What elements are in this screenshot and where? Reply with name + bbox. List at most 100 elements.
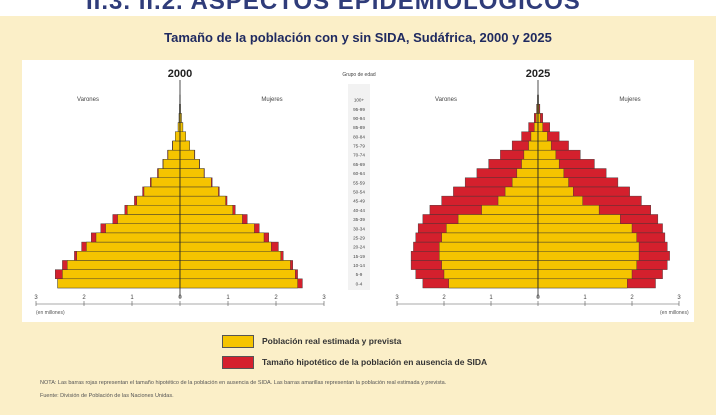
panel-2025-male-real-bar [457, 214, 539, 224]
panel-2000-female-real-bar [179, 278, 298, 289]
legend-swatch-real [222, 334, 254, 348]
panel-2000-male-real-bar [158, 168, 181, 178]
panel-2025-female-real-bar [537, 168, 565, 178]
panel-2025-x-tick-label: 2 [630, 295, 634, 301]
panel-2000-female-real-bar [179, 122, 184, 132]
section-heading-text: II.3. II.2. ASPECTOS EPIDEMIOLÓGICOS [86, 0, 581, 15]
panel-2025-female-real-bar [537, 251, 640, 261]
unit-label-left: (en millones) [36, 310, 65, 316]
panel-2025-year-label: 2025 [526, 68, 550, 80]
panel-2025-male-real-bar [446, 223, 539, 234]
panel-2025-female-real-bar [537, 149, 557, 160]
chart-title: Tamaño de la población con y sin SIDA, S… [164, 30, 552, 45]
panel-2000-male-real-bar [76, 251, 181, 261]
age-group-label: 70-74 [353, 153, 365, 158]
panel-2000-female-real-bar [179, 205, 233, 215]
legend-label-nosida: Tamaño hipotético de la población en aus… [262, 357, 488, 367]
panel-2000-male-real-bar [86, 241, 181, 252]
panel-2000-x-tick-label: 0 [178, 295, 182, 301]
panel-2025-male-real-bar [439, 241, 539, 252]
panel-2000-male-real-bar [117, 214, 181, 224]
panel-2000-female-real-bar [179, 269, 296, 280]
age-group-label: 40-44 [353, 208, 365, 213]
panel-2025-male-real-bar [441, 260, 539, 270]
panel-2000-female-real-bar [179, 168, 205, 178]
panel-2025-male-real-bar [443, 269, 539, 280]
panel-2025-male-real-bar [521, 159, 539, 169]
age-group-label: 15-19 [353, 254, 365, 259]
panel-2000-female-real-bar [179, 149, 195, 160]
panel-2025-male-real-bar [516, 168, 539, 178]
panel-2000-female-real-bar [179, 241, 272, 252]
panel-2025-x-tick-label: 2 [442, 295, 446, 301]
panel-2025-female-real-bar [537, 122, 543, 132]
age-group-label: 5-9 [356, 272, 363, 277]
panel-2000-male-real-bar [62, 269, 181, 280]
panel-2025-female-real-bar [537, 159, 560, 169]
panel-2000-female-real-bar [179, 214, 243, 224]
panel-2025-female-real-bar [537, 269, 633, 280]
age-group-label: 100+ [354, 98, 365, 103]
panel-2000-x-tick-label: 3 [34, 295, 38, 301]
age-group-label: 30-34 [353, 226, 365, 231]
panel-2000-female-real-bar [179, 260, 291, 270]
panel-2025-male-real-bar [497, 195, 539, 206]
chart-note: NOTA: Las barras rojas representan el ta… [40, 380, 447, 386]
panel-2000-female-real-bar [179, 251, 282, 261]
panel-2000-male-real-bar [174, 131, 181, 142]
panel-2025-male-real-bar [504, 186, 539, 197]
age-group-label: 0-4 [356, 281, 363, 286]
panel-2025-x-tick-label: 0 [536, 295, 540, 301]
legend: Población real estimada y prevista Tamañ… [222, 332, 487, 374]
panel-2025-male-real-bar [511, 177, 539, 188]
panel-2000-female-real-bar [179, 223, 255, 234]
panel-2025-male-real-bar [481, 205, 539, 215]
panel-2000-year-label: 2000 [168, 68, 192, 80]
panel-2000-male-real-bar [105, 223, 181, 234]
panel-2000-male-real-bar [95, 232, 181, 243]
panel-2025-female-real-bar [537, 131, 548, 142]
panel-2025-female-real-bar [537, 177, 569, 188]
age-labels-band [348, 84, 370, 290]
panel-2000-male-real-bar [143, 186, 181, 197]
age-group-label: 50-54 [353, 190, 365, 195]
legend-swatch-nosida [222, 355, 254, 369]
panel-2000-female-real-bar [179, 159, 200, 169]
panel-2025-female-real-bar [537, 214, 621, 224]
panel-2025-female-real-bar [537, 186, 574, 197]
panel-2025-female-label: Mujeres [619, 97, 640, 103]
panel-2025-male-real-bar [439, 251, 539, 261]
panel-2025-male-real-bar [441, 232, 539, 243]
age-group-label: 35-39 [353, 217, 365, 222]
panel-2025-male-real-bar [534, 122, 539, 132]
panel-2025-x-tick-label: 3 [677, 295, 681, 301]
panel-2000-female-real-bar [179, 232, 265, 243]
panel-2000-male-real-bar [136, 195, 181, 206]
panel-2000-male-real-bar [126, 205, 181, 215]
panel-2025-x-tick-label: 1 [489, 295, 493, 301]
legend-item-nosida: Tamaño hipotético de la población en aus… [222, 353, 487, 371]
panel-2000-x-tick-label: 1 [130, 295, 134, 301]
panel-2000-female-real-bar [179, 195, 226, 206]
age-group-label: 75-79 [353, 144, 365, 149]
panel-2025-female-real-bar [537, 223, 633, 234]
age-group-label: 65-69 [353, 162, 365, 167]
population-pyramids-chart: 2000 Varones Mujeres 3 2 1 0 1 2 3 2025 Varones Muje… [22, 60, 694, 322]
panel-2025-male-real-bar [448, 278, 539, 289]
panel-2025-male-real-bar [528, 140, 539, 151]
age-group-label: 80-84 [353, 134, 365, 139]
panel-2000-male-real-bar [57, 278, 181, 289]
panel-2000-male-real-bar [162, 159, 181, 169]
panel-2025-female-real-bar [537, 278, 628, 289]
panel-2025-female-real-bar [537, 205, 600, 215]
panel-2000-male-real-bar [150, 177, 181, 188]
panel-2000-x-tick-label: 2 [82, 295, 86, 301]
panel-2025-female-real-bar [537, 140, 552, 151]
panel-2000-male-real-bar [172, 140, 181, 151]
panel-2000-female-real-bar [179, 131, 186, 142]
panel-2025-x-tick-label: 3 [395, 295, 399, 301]
section-heading: II.3. II.2. ASPECTOS EPIDEMIOLÓGICOS [0, 0, 716, 16]
panel-2000-female-real-bar [179, 186, 219, 197]
panel-2025-female-real-bar [537, 195, 583, 206]
age-group-label: 10-14 [353, 263, 365, 268]
